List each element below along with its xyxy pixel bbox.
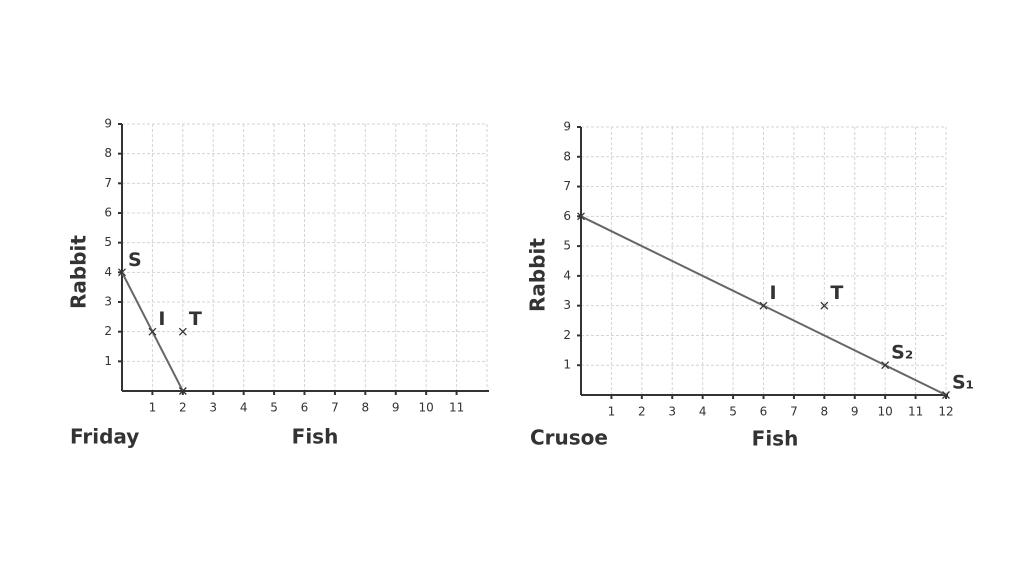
x-tick-label: 12 (938, 405, 953, 419)
x-tick-label: 8 (821, 405, 829, 419)
x-axis-label: Fish (292, 425, 339, 449)
point-label: T (830, 282, 843, 304)
point-label: T (189, 308, 202, 330)
point-marker (881, 361, 890, 370)
x-tick-label: 9 (392, 401, 400, 415)
y-axis-label: Rabbit (526, 238, 550, 312)
point-marker (118, 268, 126, 277)
x-tick-label: 4 (240, 401, 248, 415)
x-tick-label: 8 (362, 401, 370, 415)
point-marker (759, 301, 768, 310)
x-tick-label: 11 (908, 405, 923, 419)
x-tick-label: 5 (270, 401, 278, 415)
y-tick-label: 8 (104, 146, 112, 160)
y-tick-label: 8 (563, 149, 571, 163)
x-tick-label: 3 (668, 405, 676, 419)
y-tick-label: 6 (104, 206, 112, 220)
panel-label: Crusoe (530, 426, 608, 450)
point-label: I (770, 282, 777, 304)
point-label: S₂ (891, 342, 913, 364)
point-label: I (158, 308, 165, 330)
y-tick-label: 4 (563, 268, 571, 282)
point-marker (178, 327, 187, 336)
x-tick-label: 11 (449, 401, 464, 415)
point-marker (148, 327, 157, 336)
y-tick-label: 9 (104, 117, 112, 131)
y-tick-label: 2 (104, 324, 112, 338)
x-tick-label: 4 (699, 405, 707, 419)
y-tick-label: 4 (104, 265, 112, 279)
point-marker (942, 391, 950, 399)
x-tick-label: 10 (419, 401, 434, 415)
y-tick-label: 5 (104, 235, 112, 249)
y-tick-label: 1 (104, 354, 112, 368)
x-tick-label: 1 (608, 405, 616, 419)
x-tick-label: 1 (149, 401, 157, 415)
y-tick-label: 7 (104, 176, 112, 190)
x-tick-label: 6 (760, 405, 768, 419)
y-tick-label: 9 (563, 120, 571, 134)
x-axis-label: Fish (752, 427, 799, 451)
y-tick-label: 3 (104, 295, 112, 309)
y-tick-label: 1 (563, 358, 571, 372)
x-tick-label: 7 (331, 401, 339, 415)
point-label: S (128, 249, 142, 271)
x-tick-label: 9 (851, 405, 859, 419)
y-tick-label: 5 (563, 239, 571, 253)
x-tick-label: 10 (878, 405, 893, 419)
point-marker (577, 212, 585, 221)
x-tick-label: 7 (790, 405, 798, 419)
x-tick-label: 2 (638, 405, 646, 419)
y-tick-label: 6 (563, 209, 571, 223)
x-tick-label: 6 (301, 401, 309, 415)
y-tick-label: 7 (563, 179, 571, 193)
point-marker (820, 301, 829, 310)
point-label: S₁ (952, 372, 974, 394)
panel-label: Friday (70, 425, 139, 449)
x-tick-label: 2 (179, 401, 187, 415)
y-tick-label: 3 (563, 298, 571, 312)
x-tick-label: 5 (729, 405, 737, 419)
x-tick-label: 3 (209, 401, 217, 415)
y-axis-label: Rabbit (67, 235, 91, 309)
y-tick-label: 2 (563, 328, 571, 342)
point-marker (178, 387, 187, 395)
